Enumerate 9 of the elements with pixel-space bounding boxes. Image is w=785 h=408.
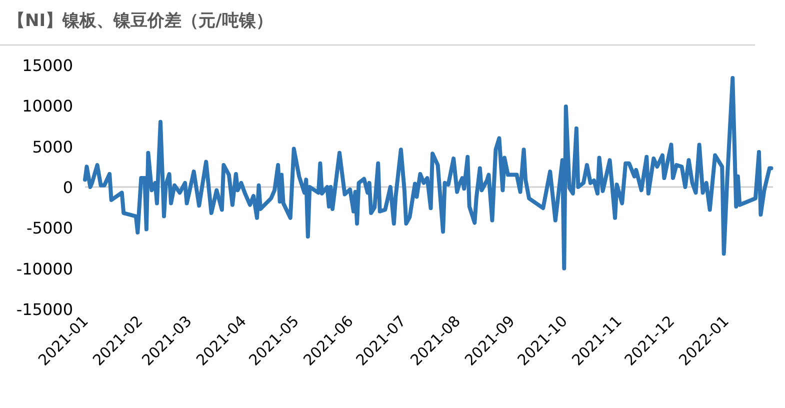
y-tick-label: 15000 xyxy=(22,56,73,75)
y-tick-label: -10000 xyxy=(16,259,73,278)
line-series xyxy=(83,76,774,270)
y-tick-label: 5000 xyxy=(32,137,73,156)
chart-title: 【NI】镍板、镍豆价差（元/吨镍） xyxy=(8,11,273,31)
y-tick-label: 10000 xyxy=(22,96,73,116)
y-tick-label: -15000 xyxy=(16,300,73,319)
y-tick-label: -5000 xyxy=(26,218,73,238)
y-tick-label: 0 xyxy=(62,178,73,197)
